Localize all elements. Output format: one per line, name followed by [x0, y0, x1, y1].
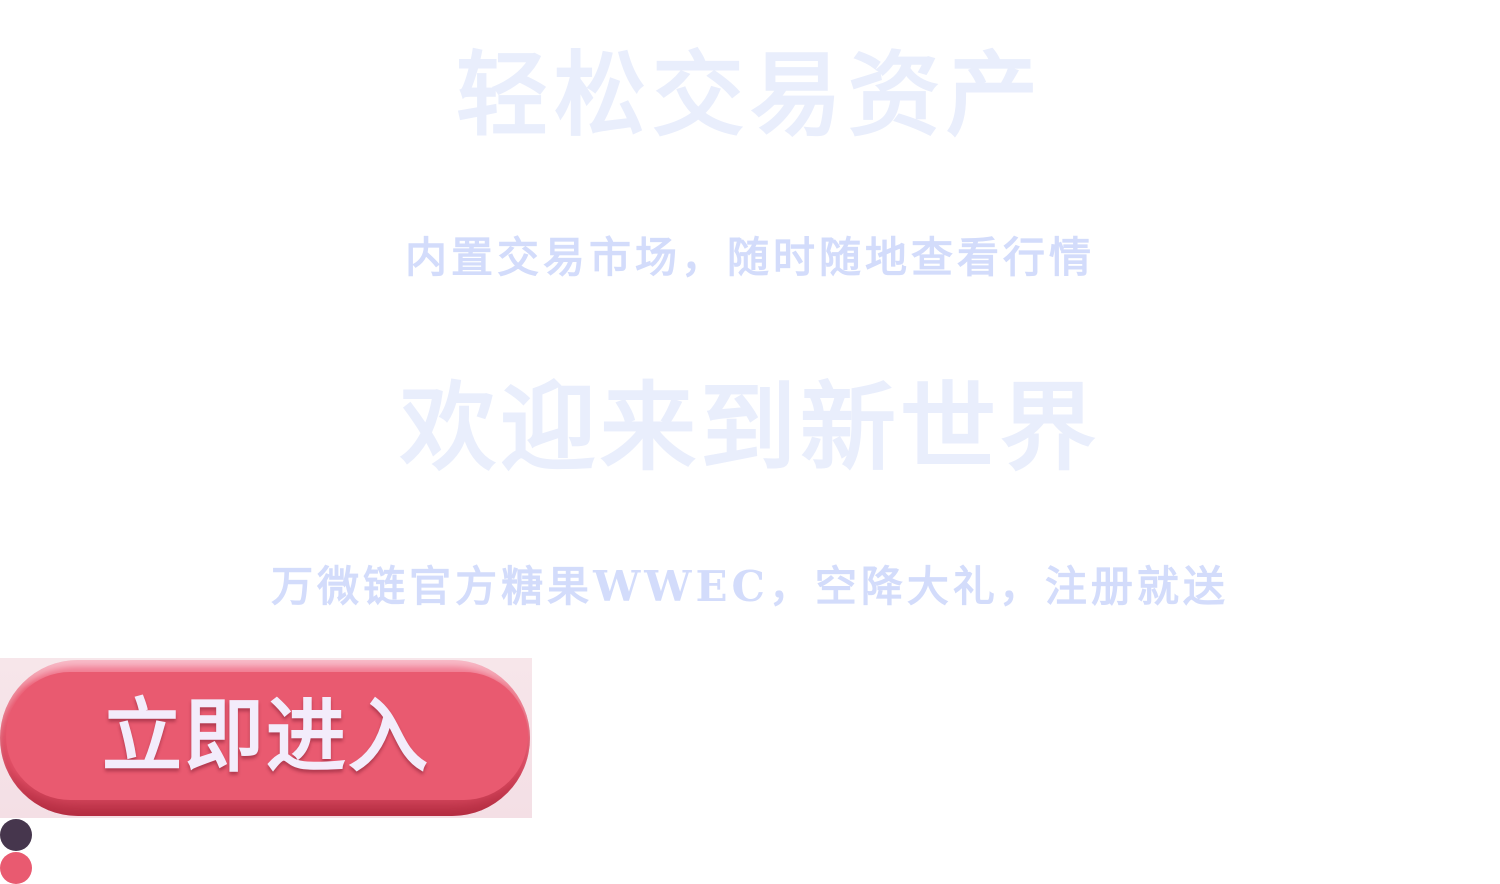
slide-1-subtitle: 内置交易市场，随时随地查看行情 — [404, 233, 1095, 282]
enter-now-button[interactable]: 立即进入 — [0, 660, 530, 816]
page-dot-2[interactable] — [0, 852, 32, 884]
enter-button-container: 立即进入 — [0, 658, 532, 818]
enter-button-face — [6, 672, 528, 800]
slide-1-title: 轻松交易资产 — [455, 41, 1044, 149]
page-indicator — [0, 818, 40, 884]
slide-2-title: 欢迎来到新世界 — [400, 371, 1100, 484]
slide-2-subtitle: 万微链官方糖果WWEC，空降大礼，注册就送 — [271, 562, 1229, 611]
enter-button-label: 立即进入 — [102, 689, 430, 783]
page-dot-1[interactable] — [0, 819, 32, 851]
